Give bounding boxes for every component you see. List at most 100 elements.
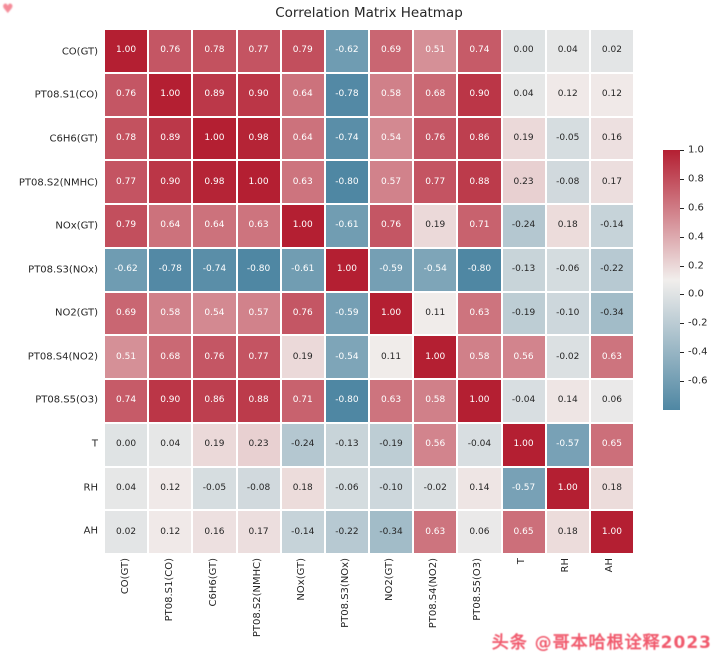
heatmap-cell: 1.00 [370,292,413,335]
heatmap-cell: 0.63 [370,380,413,422]
y-tick-label: PT08.S2(NMHC) [18,177,98,189]
heatmap-cell: 0.77 [237,30,280,72]
heatmap-cell: 0.16 [193,511,236,553]
colorbar-tick-mark [680,381,684,383]
colorbar-tick-mark [680,294,684,296]
heatmap-cell: -0.19 [370,423,413,466]
heatmap-cell: 0.23 [502,161,545,203]
heatmap-cell: 1.00 [502,423,545,466]
heatmap-cell: 1.00 [237,161,280,203]
y-tick-label: C6H6(GT) [49,133,98,145]
heatmap-cell: 0.54 [370,117,413,160]
heatmap-cell: 0.74 [458,30,501,72]
heatmap-cell: -0.59 [370,248,413,291]
heatmap-cell: 1.00 [105,30,148,72]
heatmap-cell: 0.76 [370,205,413,247]
heatmap-cell: 0.19 [414,205,457,247]
heatmap-cell: -0.80 [325,161,368,203]
heatmap-cell: 0.57 [237,292,280,335]
colorbar-tick-label: -0.2 [688,317,708,329]
colorbar-tick-mark [680,178,684,180]
heatmap-cell: 0.90 [237,73,280,116]
heatmap-cell: 1.00 [590,511,633,553]
heatmap-cell: 1.00 [325,248,368,291]
heatmap-cell: -0.80 [458,248,501,291]
heatmap-cell: 0.90 [149,380,192,422]
heatmap-cell: 0.04 [149,423,192,466]
heatmap-cell: -0.74 [193,248,236,291]
heatmap-cell: 0.12 [590,73,633,116]
heatmap-cell: 0.12 [149,511,192,553]
y-tick-label: RH [83,482,98,494]
heatmap-cell: 0.17 [237,511,280,553]
heatmap-cell: 0.76 [105,73,148,116]
heatmap-cell: -0.06 [325,467,368,510]
heatmap-cell: 0.78 [193,30,236,72]
heatmap-cell: 0.69 [370,30,413,72]
heatmap-cell: 0.98 [237,117,280,160]
colorbar-tick-mark [680,236,684,238]
heatmap-cell: 0.68 [149,336,192,378]
heatmap-cell: -0.80 [237,248,280,291]
heatmap-cell: 0.19 [193,423,236,466]
heatmap-cell: 0.02 [105,511,148,553]
heatmap-cell: 0.89 [149,117,192,160]
colorbar-tick-label: -0.6 [688,375,708,387]
colorbar-tick-mark [680,323,684,325]
heatmap-cell: -0.57 [502,467,545,510]
heatmap-cell: 0.64 [281,117,324,160]
heatmap-cell: 0.18 [546,205,589,247]
heatmap-cell: -0.08 [237,467,280,510]
heatmap-cell: 0.88 [237,380,280,422]
heatmap-cell: 1.00 [149,73,192,116]
heatmap-cell: -0.14 [590,205,633,247]
heatmap-cell: 0.65 [502,511,545,553]
colorbar-tick-mark [680,352,684,354]
heatmap-cell: 0.71 [281,380,324,422]
heatmap-cell: -0.57 [546,423,589,466]
heatmap-cell: -0.19 [502,292,545,335]
heatmap-cell: -0.06 [546,248,589,291]
y-tick-label: NOx(GT) [55,220,98,232]
heatmap-cell: 0.14 [458,467,501,510]
heatmap-cell: -0.05 [193,467,236,510]
heatmap-cell: 0.23 [237,423,280,466]
heatmap-cell: 0.76 [149,30,192,72]
heatmap-cell: 0.79 [281,30,324,72]
heatmap-cell: -0.61 [325,205,368,247]
corner-watermark-icon: ♥ [2,2,14,17]
heatmap-cell: -0.04 [458,423,501,466]
heatmap-cell: 0.00 [105,423,148,466]
heatmap-cell: 0.18 [281,467,324,510]
x-tick-label: PT08.S4(NO2) [428,558,439,629]
heatmap-cell: 0.77 [105,161,148,203]
heatmap-cell: 0.64 [281,73,324,116]
heatmap-cell: 0.74 [105,380,148,422]
heatmap-cell: 1.00 [458,380,501,422]
heatmap-cell: 0.18 [546,511,589,553]
heatmap-cell: 0.04 [105,467,148,510]
heatmap-cell: 0.86 [193,380,236,422]
colorbar-tick-label: 0.4 [688,231,704,243]
heatmap-cell: -0.24 [502,205,545,247]
heatmap-cell: -0.10 [546,292,589,335]
heatmap-cell: 0.58 [458,336,501,378]
heatmap-cell: -0.02 [546,336,589,378]
x-tick-label: RH [560,558,571,573]
heatmap-cell: -0.34 [370,511,413,553]
heatmap-cell: 0.65 [590,423,633,466]
heatmap-cell: 0.71 [458,205,501,247]
heatmap-cell: 0.16 [590,117,633,160]
x-tick-label: T [516,558,527,565]
heatmap-cell: 0.89 [193,73,236,116]
x-tick-label: CO(GT) [120,558,131,595]
heatmap-cell: -0.62 [105,248,148,291]
chart-title: Correlation Matrix Heatmap [275,5,463,21]
heatmap-cell: 0.51 [414,30,457,72]
heatmap-cell: 1.00 [193,117,236,160]
heatmap-cell: -0.04 [502,380,545,422]
y-tick-label: PT08.S1(CO) [34,89,98,101]
heatmap-cell: -0.62 [325,30,368,72]
heatmap-cell: -0.54 [325,336,368,378]
heatmap-cell: 0.12 [546,73,589,116]
